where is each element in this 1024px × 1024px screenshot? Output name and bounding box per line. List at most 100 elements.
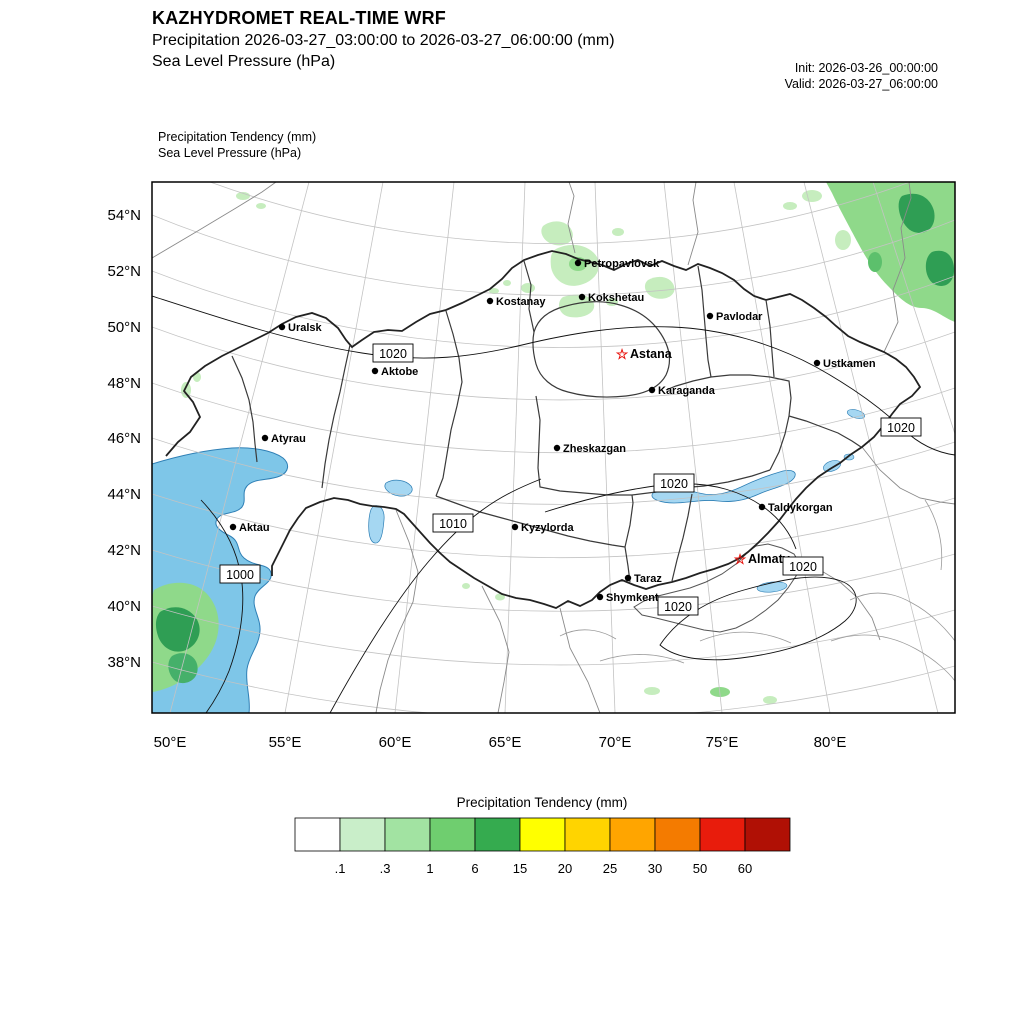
precip-patch	[802, 190, 822, 202]
city-label: Petropavlovsk	[584, 258, 660, 270]
city-dot	[596, 593, 604, 601]
legend-cell	[474, 817, 521, 852]
lat-tick-label: 38°N	[107, 654, 141, 671]
lake-balkhash	[651, 470, 796, 504]
legend-cell	[339, 817, 386, 852]
pressure-label: 1020	[664, 600, 692, 614]
legend-tick-label: 50	[693, 861, 707, 876]
legend-cell	[744, 817, 791, 852]
city-dot	[574, 259, 582, 267]
city-label: Kokshetau	[588, 292, 644, 304]
precip-patch-dark	[898, 193, 935, 233]
city-label: Zheskazgan	[563, 443, 626, 455]
city-dot	[511, 523, 519, 531]
legend-tick-label: .3	[380, 861, 391, 876]
lat-tick-label: 54°N	[107, 207, 141, 224]
legend-tick-label: 15	[513, 861, 527, 876]
legend-cell	[609, 817, 656, 852]
run-times: Init: 2026-03-26_00:00:00 Valid: 2026-03…	[785, 60, 938, 93]
lon-tick-label: 75°E	[706, 734, 739, 751]
page-title: KAZHYDROMET REAL-TIME WRF	[152, 8, 446, 28]
legend-cell	[384, 817, 431, 852]
precipitation-areas	[152, 182, 955, 704]
city-label: Kostanay	[496, 296, 546, 308]
lat-tick-label: 48°N	[107, 375, 141, 392]
city-dot	[578, 293, 586, 301]
legend-tick-label: 60	[738, 861, 752, 876]
lat-tick-label: 40°N	[107, 598, 141, 615]
aral-sea-west	[368, 505, 385, 544]
latitude-axis: 54°N 52°N 50°N 48°N 46°N 44°N 42°N 40°N 38°N	[107, 207, 141, 671]
lat-tick-label: 44°N	[107, 486, 141, 503]
capital-city-label: Almaty	[748, 552, 790, 566]
legend-tick-label: .1	[335, 861, 346, 876]
lon-tick-label: 55°E	[269, 734, 302, 751]
lon-tick-label: 70°E	[599, 734, 632, 751]
init-time: Init: 2026-03-26_00:00:00	[794, 61, 938, 75]
longitude-axis: 50°E 55°E 60°E 65°E 70°E 75°E 80°E	[154, 734, 847, 751]
subtitle-slp: Sea Level Pressure (hPa)	[152, 53, 336, 70]
lake-zaysan	[846, 409, 866, 419]
pressure-label-box	[432, 513, 474, 533]
city-dot	[278, 323, 286, 331]
city-label: Aktobe	[381, 366, 418, 378]
precip-patch	[236, 192, 250, 200]
capital-star-icon: ☆	[734, 551, 747, 567]
map-frame	[151, 181, 956, 714]
legend-cell	[654, 817, 701, 852]
pressure-label-box	[880, 417, 922, 437]
legend-tick-label: 20	[558, 861, 572, 876]
city-label: Atyrau	[271, 433, 306, 445]
precip-patch	[462, 583, 470, 589]
graticule	[152, 182, 955, 713]
pressure-label: 1020	[789, 560, 817, 574]
pressure-label-box	[653, 473, 695, 493]
lon-tick-label: 60°E	[379, 734, 412, 751]
lon-tick-label: 80°E	[814, 734, 847, 751]
precip-patch	[495, 593, 505, 601]
pressure-label: 1020	[660, 477, 688, 491]
header: KAZHYDROMET REAL-TIME WRF Precipitation …	[152, 8, 615, 71]
legend-cell	[564, 817, 611, 852]
capital-city-label: Astana	[630, 347, 673, 361]
pressure-label: 1020	[887, 421, 915, 435]
city-label: Taraz	[634, 573, 662, 585]
precip-patch-dark	[925, 250, 955, 287]
pressure-label: 1020	[379, 347, 407, 361]
precip-patch-caspian-core	[168, 653, 198, 684]
legend-tick-label: 25	[603, 861, 617, 876]
precip-patch	[521, 283, 535, 293]
city-dot	[553, 444, 561, 452]
precip-patch	[763, 696, 777, 704]
precip-patch	[835, 230, 851, 250]
precip-patch	[783, 202, 797, 210]
lat-tick-label: 50°N	[107, 319, 141, 336]
city-dot	[624, 574, 632, 582]
city-dot	[371, 367, 379, 375]
pressure-label-box	[782, 556, 824, 576]
city-dot	[758, 503, 766, 511]
city-label: Uralsk	[288, 322, 323, 334]
pressure-label-box	[219, 564, 261, 584]
legend-cell	[294, 817, 341, 852]
lat-tick-label: 46°N	[107, 430, 141, 447]
precip-patch	[489, 288, 499, 294]
city-label: Karaganda	[658, 385, 716, 397]
city-dot	[706, 312, 714, 320]
legend: Precipitation Tendency (mm) .1 .3 1 6 15 20 25…	[294, 795, 791, 876]
legend-tick-label: 6	[471, 861, 478, 876]
city-label: Shymkent	[606, 592, 659, 604]
pressure-contour-labels: 1020 1020 1020 1010 1000 1020 1020	[219, 343, 922, 616]
lat-tick-label: 42°N	[107, 542, 141, 559]
city-label: Kyzylorda	[521, 522, 574, 534]
city-dot	[648, 386, 656, 394]
precip-patch-north	[558, 294, 595, 318]
city-dot	[486, 297, 494, 305]
precip-patch	[644, 276, 675, 299]
city-label: Taldykorgan	[768, 502, 833, 514]
terrain-contours	[559, 499, 955, 682]
precip-patch	[612, 228, 624, 236]
aral-sea-north	[384, 479, 413, 497]
legend-cell	[519, 817, 566, 852]
lon-tick-label: 50°E	[154, 734, 187, 751]
